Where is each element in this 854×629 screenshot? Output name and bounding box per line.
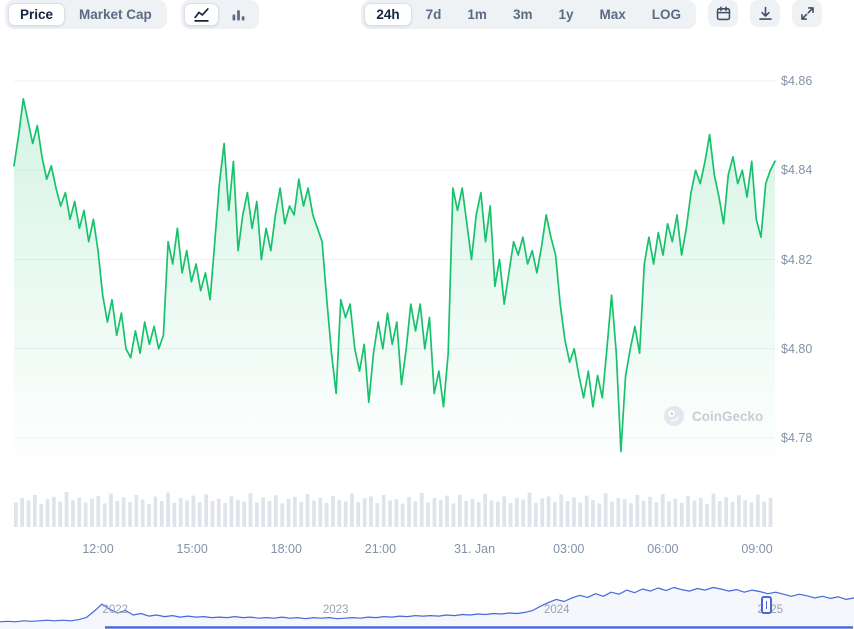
navigator-year-label[interactable]: 2024 — [544, 604, 570, 616]
x-axis-label: 06:00 — [647, 542, 679, 556]
x-axis-label: 15:00 — [176, 542, 208, 556]
y-axis-label: $4.82 — [781, 252, 813, 267]
timeframe-tab-1y[interactable]: 1y — [546, 3, 585, 26]
y-axis-label: $4.78 — [781, 431, 813, 445]
timeframe-tab-log[interactable]: LOG — [640, 3, 693, 26]
x-axis-label: 18:00 — [270, 542, 302, 556]
line-chart-tab[interactable] — [183, 3, 219, 26]
download-button[interactable] — [750, 0, 780, 27]
expand-icon — [800, 7, 814, 20]
line-chart-icon — [194, 8, 209, 22]
toolbar-icon-buttons — [708, 0, 822, 27]
navigator-handle[interactable] — [761, 596, 772, 614]
metric-tab-market-cap[interactable]: Market Cap — [67, 3, 164, 26]
navigator-year-label[interactable]: 2023 — [322, 604, 349, 616]
timeframe-tab-3m[interactable]: 3m — [501, 3, 545, 26]
toolbar-right: 24h 7d 1m 3m 1y Max LOG — [361, 0, 822, 29]
x-axis-label: 21:00 — [364, 542, 397, 556]
timeframe-group: 24h 7d 1m 3m 1y Max LOG — [361, 0, 696, 29]
navigator-year-label[interactable]: 2022 — [102, 604, 129, 616]
timeframe-tab-7d[interactable]: 7d — [414, 3, 454, 26]
bar-chart-icon — [232, 10, 245, 21]
download-icon — [758, 6, 772, 20]
calendar-icon — [716, 6, 730, 21]
x-axis-label: 03:00 — [553, 542, 585, 556]
coingecko-logo-icon — [663, 405, 685, 427]
watermark-label: CoinGecko — [692, 408, 764, 424]
metric-toggle-group: Price Market Cap — [5, 0, 167, 29]
x-axis-label: 09:00 — [741, 542, 773, 556]
expand-button[interactable] — [792, 0, 822, 27]
y-axis-label: $4.86 — [781, 74, 813, 88]
coingecko-watermark: CoinGecko — [663, 405, 763, 427]
metric-tab-price[interactable]: Price — [8, 3, 66, 26]
navigator-handle-grip — [765, 601, 768, 609]
chart-type-group — [180, 0, 259, 29]
y-axis-label: $4.80 — [781, 341, 813, 356]
chart-toolbar: Price Market Cap 24h 7d 1m 3m 1y Max LOG — [0, 0, 854, 30]
y-axis-label: $4.84 — [781, 163, 813, 178]
timeframe-tab-1m[interactable]: 1m — [455, 3, 499, 26]
bar-chart-tab[interactable] — [221, 3, 256, 26]
timeframe-tab-24h[interactable]: 24h — [364, 3, 412, 26]
x-axis-label: 31. Jan — [454, 542, 496, 556]
calendar-button[interactable] — [708, 0, 738, 27]
timeframe-tab-max[interactable]: Max — [587, 3, 637, 26]
x-axis-label: 12:00 — [82, 542, 114, 556]
